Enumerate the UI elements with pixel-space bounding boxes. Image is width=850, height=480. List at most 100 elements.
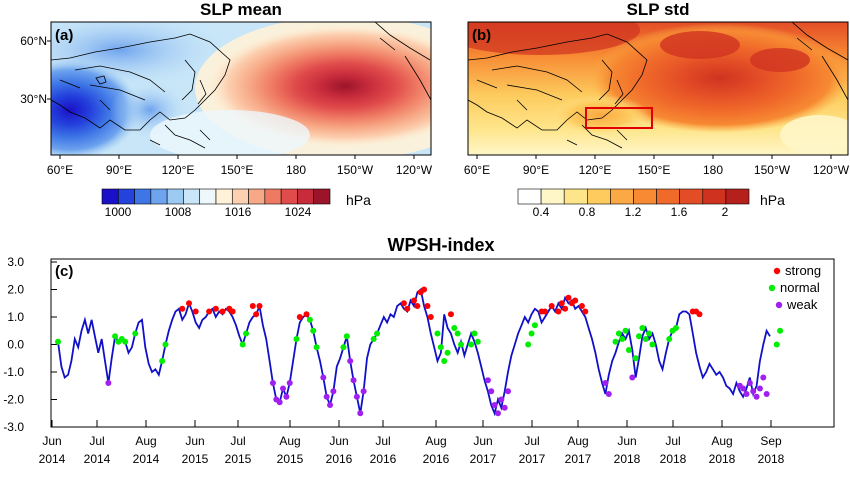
marker-weak bbox=[357, 410, 364, 417]
marker-strong bbox=[582, 308, 589, 315]
marker-normal bbox=[773, 341, 780, 348]
x-tick-label: Jul bbox=[524, 434, 539, 448]
marker-normal bbox=[777, 327, 784, 334]
marker-normal bbox=[528, 330, 535, 337]
marker-normal bbox=[340, 344, 347, 351]
colorbar-swatch bbox=[150, 188, 168, 205]
colorbar-swatch bbox=[656, 188, 680, 205]
x-tick-label: Jun bbox=[329, 434, 348, 448]
y-tick-label: 3.0 bbox=[7, 255, 24, 269]
marker-weak bbox=[484, 377, 491, 384]
marker-normal bbox=[619, 336, 626, 342]
colorbar-tick: 0.4 bbox=[533, 205, 550, 219]
marker-normal bbox=[437, 344, 444, 351]
panel-c-title: WPSH-index bbox=[387, 235, 494, 255]
marker-normal bbox=[458, 341, 465, 348]
colorbar-swatch bbox=[199, 188, 217, 205]
x-tick-label: 2017 bbox=[565, 452, 592, 466]
marker-strong bbox=[424, 303, 431, 309]
x-tick-label: 2018 bbox=[660, 452, 687, 466]
colorbar-tick: 1.6 bbox=[671, 205, 688, 219]
marker-strong bbox=[696, 311, 703, 318]
x-tick-label: Sep bbox=[760, 434, 782, 448]
marker-normal bbox=[122, 338, 129, 345]
x-tick-label: 2018 bbox=[614, 452, 641, 466]
colorbar-tick: 1.2 bbox=[625, 205, 642, 219]
x-tick-label: Jul bbox=[230, 434, 245, 448]
panel-b-colorbar bbox=[517, 188, 750, 205]
colorbar-swatch bbox=[280, 188, 298, 205]
marker-normal bbox=[306, 316, 313, 323]
x-tick-label: 60°E bbox=[47, 163, 73, 177]
panel-b: SLP std (b) 60°E 90°E 120°E 150°E 180 150°W 12… bbox=[464, 0, 850, 219]
panel-a-colorbar bbox=[101, 188, 331, 205]
x-tick-label: 120°E bbox=[579, 163, 612, 177]
x-tick-label: Aug bbox=[135, 434, 156, 448]
colorbar-swatch bbox=[540, 188, 565, 205]
marker-normal bbox=[666, 336, 673, 342]
y-tick-label: 0.0 bbox=[7, 338, 24, 352]
marker-normal bbox=[112, 333, 119, 340]
colorbar-swatch bbox=[702, 188, 727, 205]
marker-weak bbox=[743, 391, 750, 397]
x-tick-label: 2014 bbox=[84, 452, 111, 466]
x-tick-label: 90°E bbox=[523, 163, 549, 177]
marker-normal bbox=[55, 338, 61, 345]
colorbar-swatch bbox=[297, 188, 315, 205]
marker-weak bbox=[488, 388, 495, 395]
panel-a-x-axis: 60°E 90°E 120°E 150°E 180 150°W 120°W bbox=[47, 155, 433, 177]
colorbar-swatch bbox=[313, 188, 331, 205]
panel-b-x-axis: 60°E 90°E 120°E 150°E 180 150°W 120°W bbox=[464, 155, 850, 177]
panel-a-title: SLP mean bbox=[200, 0, 282, 19]
marker-weak bbox=[629, 374, 636, 381]
x-tick-label: Aug bbox=[279, 434, 300, 448]
marker-normal bbox=[243, 330, 250, 337]
marker-normal bbox=[474, 338, 481, 345]
panel-a-field bbox=[51, 22, 431, 155]
colorbar-tick: 1008 bbox=[165, 205, 192, 219]
marker-weak bbox=[602, 380, 609, 386]
panel-a-coastlines bbox=[51, 22, 431, 149]
x-tick-label: Jun bbox=[473, 434, 492, 448]
legend-label: normal bbox=[780, 280, 820, 295]
marker-normal bbox=[531, 322, 538, 329]
x-tick-label: 180 bbox=[703, 163, 723, 177]
panel-a-label: (a) bbox=[55, 27, 73, 44]
marker-normal bbox=[343, 333, 350, 340]
marker-normal bbox=[625, 347, 632, 353]
x-tick-label: Jun bbox=[185, 434, 204, 448]
colorbar-swatch bbox=[633, 188, 657, 205]
marker-weak bbox=[347, 358, 354, 364]
x-tick-label: 2016 bbox=[423, 452, 450, 466]
colorbar-tick: 1000 bbox=[105, 205, 132, 219]
marker-weak bbox=[353, 393, 360, 400]
marker-weak bbox=[350, 377, 357, 384]
panel-c: WPSH-index (c) 3.02.01.00.0-1.0-2.0-3.0 … bbox=[3, 235, 835, 466]
marker-weak bbox=[286, 380, 293, 386]
panel-b-colorbar-ticks: 0.4 0.8 1.2 1.6 2 hPa bbox=[533, 192, 785, 219]
marker-strong bbox=[447, 311, 454, 318]
marker-strong bbox=[555, 308, 562, 315]
colorbar-swatch bbox=[166, 188, 184, 205]
x-tick-label: Aug bbox=[711, 434, 732, 448]
x-tick-label: 2017 bbox=[519, 452, 546, 466]
marker-strong bbox=[411, 297, 417, 304]
y-tick-label: -3.0 bbox=[3, 420, 24, 434]
x-tick-label: Jul bbox=[89, 434, 104, 448]
marker-strong bbox=[562, 305, 569, 312]
x-tick-label: 2017 bbox=[470, 452, 497, 466]
marker-normal bbox=[636, 333, 643, 340]
marker-weak bbox=[327, 402, 334, 408]
colorbar-unit: hPa bbox=[760, 192, 785, 208]
panel-a-ytick: 60°N bbox=[20, 34, 47, 48]
marker-normal bbox=[159, 358, 166, 364]
x-tick-label: 2014 bbox=[39, 452, 66, 466]
marker-normal bbox=[642, 336, 649, 342]
marker-strong bbox=[427, 314, 434, 320]
marker-weak bbox=[505, 388, 512, 395]
colorbar-tick: 1024 bbox=[285, 205, 312, 219]
colorbar-swatch bbox=[101, 188, 119, 205]
x-tick-label: 2015 bbox=[277, 452, 304, 466]
x-tick-label: 90°E bbox=[106, 163, 132, 177]
colorbar-swatch bbox=[248, 188, 266, 205]
